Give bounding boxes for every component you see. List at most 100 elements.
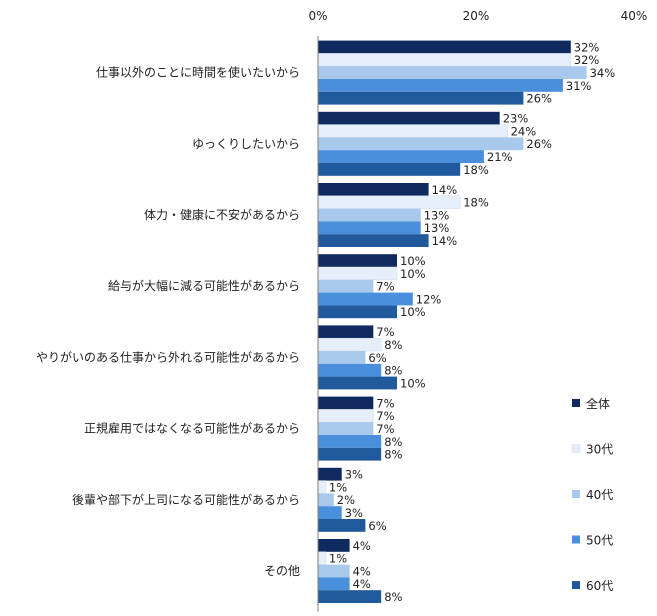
bar xyxy=(318,208,421,222)
bar xyxy=(318,163,461,176)
data-label: 14% xyxy=(432,234,458,248)
category-label: 体力・健康に不安があるから xyxy=(144,207,300,222)
bar xyxy=(318,422,374,435)
category-label: 給与が大幅に減る可能性があるから xyxy=(108,278,300,293)
bar xyxy=(318,325,374,339)
data-label: 10% xyxy=(400,305,426,319)
data-label: 4% xyxy=(353,577,371,591)
legend-label: 60代 xyxy=(586,579,613,593)
bar xyxy=(317,551,327,565)
bar xyxy=(318,305,397,319)
category-label: 正規雇用ではなくなる可能性があるから xyxy=(84,421,300,436)
legend-label: 30代 xyxy=(586,443,613,457)
data-label: 23% xyxy=(503,112,529,126)
bar xyxy=(318,40,571,54)
data-label: 26% xyxy=(526,92,552,106)
bar xyxy=(317,124,508,138)
bar xyxy=(318,183,429,196)
data-label: 3% xyxy=(345,468,363,482)
legend-swatch xyxy=(572,581,580,589)
legend-swatch xyxy=(572,535,580,544)
data-label: 18% xyxy=(463,196,489,210)
data-label: 1% xyxy=(329,552,347,566)
bar xyxy=(318,234,429,247)
data-label: 31% xyxy=(566,79,592,93)
category-label: 仕事以外のことに時間を使いたいから xyxy=(96,65,300,80)
data-label: 6% xyxy=(368,351,386,365)
data-label: 8% xyxy=(384,338,402,352)
legend-label: 全体 xyxy=(586,396,610,411)
bar xyxy=(317,195,461,209)
data-label: 3% xyxy=(345,506,363,520)
bar xyxy=(318,254,397,267)
data-label: 32% xyxy=(574,40,600,54)
bar xyxy=(317,409,374,423)
bar xyxy=(318,137,524,151)
category-label: その他 xyxy=(264,564,300,578)
data-label: 8% xyxy=(384,448,402,462)
x-tick-label: 20% xyxy=(463,9,490,23)
bar xyxy=(318,590,382,603)
bar xyxy=(318,493,334,507)
x-tick-label: 0% xyxy=(308,9,327,23)
legend-label: 40代 xyxy=(586,488,613,502)
legend-label: 50代 xyxy=(586,534,613,548)
data-label: 10% xyxy=(400,254,426,268)
legend-swatch xyxy=(572,399,580,407)
bar xyxy=(318,150,484,163)
data-label: 7% xyxy=(376,409,394,423)
bar xyxy=(318,467,342,481)
data-label: 8% xyxy=(384,590,402,604)
data-label: 10% xyxy=(400,376,426,390)
data-label: 7% xyxy=(376,325,394,339)
bar xyxy=(318,351,366,364)
data-label: 4% xyxy=(353,539,371,553)
bar xyxy=(318,577,350,591)
data-label: 24% xyxy=(511,124,537,138)
bar xyxy=(318,376,397,390)
data-label: 26% xyxy=(526,137,552,151)
bar xyxy=(318,91,524,105)
data-label: 10% xyxy=(400,267,426,281)
bar xyxy=(318,292,413,306)
category-label: 後輩や部下が上司になる可能性があるから xyxy=(72,492,300,507)
data-label: 34% xyxy=(590,66,616,80)
bar xyxy=(318,539,350,552)
data-label: 7% xyxy=(376,422,394,436)
category-label: やりがいのある仕事から外れる可能性があるから xyxy=(36,349,300,364)
data-label: 7% xyxy=(376,396,394,410)
data-label: 14% xyxy=(432,183,458,197)
legend-swatch xyxy=(572,490,580,498)
data-label: 18% xyxy=(463,163,489,177)
bar xyxy=(318,111,500,125)
bar xyxy=(317,480,327,494)
x-tick-label: 40% xyxy=(621,9,648,23)
bar xyxy=(318,447,382,461)
bar xyxy=(318,363,382,377)
bar xyxy=(318,564,350,578)
data-label: 2% xyxy=(337,493,355,507)
data-label: 8% xyxy=(384,435,402,449)
data-label: 12% xyxy=(416,292,442,306)
data-label: 8% xyxy=(384,364,402,378)
bar xyxy=(318,396,374,410)
data-label: 32% xyxy=(574,53,600,67)
data-label: 13% xyxy=(424,208,450,222)
bar xyxy=(318,221,421,235)
bar xyxy=(317,53,572,67)
legend-swatch xyxy=(571,444,581,453)
data-label: 6% xyxy=(368,519,386,533)
data-label: 4% xyxy=(353,564,371,578)
data-label: 13% xyxy=(424,221,450,235)
data-label: 21% xyxy=(487,150,513,164)
data-label: 1% xyxy=(329,480,347,494)
bar xyxy=(318,279,374,293)
bar xyxy=(318,79,563,92)
category-label: ゆっくりしたいから xyxy=(192,137,300,151)
bar xyxy=(317,337,382,352)
bar xyxy=(318,435,382,448)
bar xyxy=(318,506,342,519)
bar xyxy=(318,66,587,79)
data-label: 7% xyxy=(376,280,394,294)
